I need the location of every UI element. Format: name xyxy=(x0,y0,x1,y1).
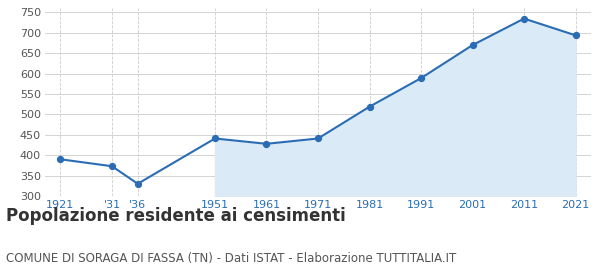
Text: Popolazione residente ai censimenti: Popolazione residente ai censimenti xyxy=(6,207,346,225)
Point xyxy=(365,104,374,109)
Point xyxy=(571,33,580,38)
Point xyxy=(416,76,426,80)
Point xyxy=(56,157,65,162)
Point xyxy=(133,181,143,186)
Point xyxy=(262,142,271,146)
Text: COMUNE DI SORAGA DI FASSA (TN) - Dati ISTAT - Elaborazione TUTTITALIA.IT: COMUNE DI SORAGA DI FASSA (TN) - Dati IS… xyxy=(6,252,456,265)
Point xyxy=(107,164,117,169)
Point xyxy=(313,136,323,141)
Point xyxy=(468,43,478,47)
Point xyxy=(210,136,220,141)
Point xyxy=(519,16,529,21)
